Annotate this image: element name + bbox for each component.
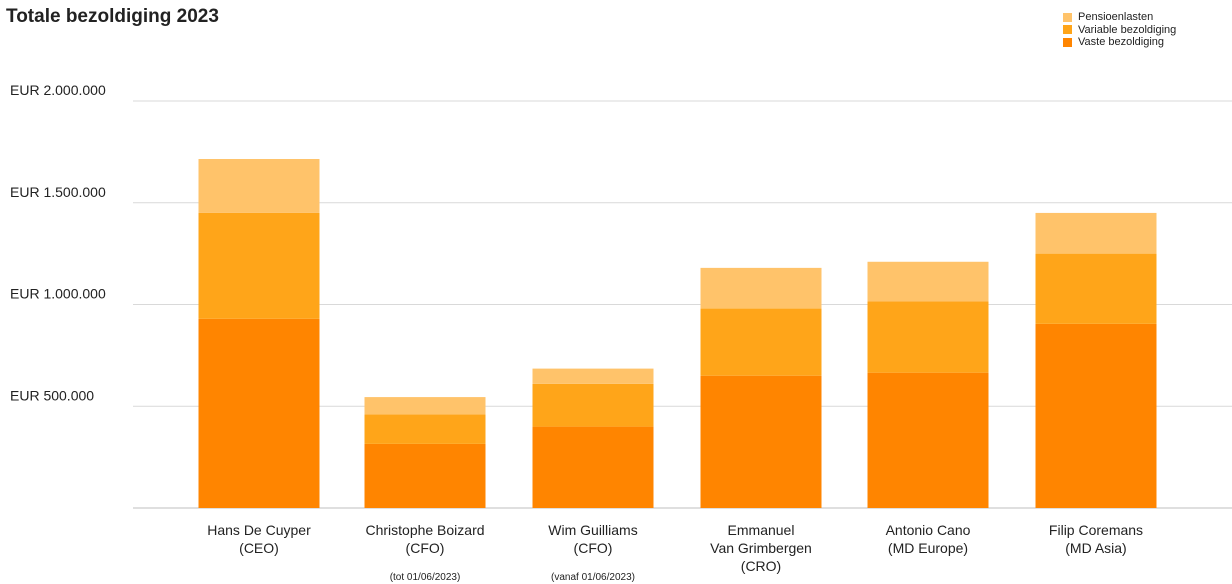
x-tick-label: Filip Coremans — [1049, 522, 1143, 538]
bar-segment — [700, 267, 822, 309]
x-tick-label: Van Grimbergen — [710, 540, 812, 556]
bar-segment — [532, 383, 654, 427]
legend-label: Pensioenlasten — [1078, 11, 1154, 24]
bar-segment — [1035, 323, 1157, 508]
x-tick-label: Wim Guilliams — [548, 522, 637, 538]
legend-label: Vaste bezoldiging — [1078, 36, 1165, 49]
bar-segment — [867, 372, 989, 508]
legend-item-variable-bezoldiging: Variable bezoldiging — [1063, 24, 1176, 37]
legend-swatch — [1063, 25, 1072, 35]
legend-swatch — [1063, 12, 1072, 22]
x-tick-note: (tot 01/06/2023) — [390, 572, 461, 583]
legend-item-pensioenlasten: Pensioenlasten — [1063, 11, 1176, 24]
legend-swatch — [1063, 37, 1072, 47]
bar-segment — [364, 397, 486, 415]
bar-segment — [700, 308, 822, 376]
x-tick-label: (CRO) — [741, 558, 781, 574]
legend-item-vaste-bezoldiging: Vaste bezoldiging — [1063, 36, 1176, 49]
bar-segment — [532, 426, 654, 508]
y-tick-label: EUR 1.000.000 — [10, 286, 106, 302]
chart-title: Totale bezoldiging 2023 — [6, 6, 219, 27]
bar-segment — [198, 158, 320, 213]
legend: Pensioenlasten Variable bezoldiging Vast… — [1063, 11, 1176, 49]
bar-segment — [867, 301, 989, 373]
bar-segment — [364, 443, 486, 508]
x-tick-label: Emmanuel — [728, 522, 795, 538]
x-tick-label: Antonio Cano — [886, 522, 971, 538]
x-tick-label: (MD Europe) — [888, 540, 968, 556]
y-tick-label: EUR 2.000.000 — [10, 82, 106, 98]
bar-segment — [1035, 212, 1157, 254]
bar-segment — [1035, 253, 1157, 324]
x-tick-label: Christophe Boizard — [365, 522, 484, 538]
bar-segment — [700, 375, 822, 508]
x-tick-label: Hans De Cuyper — [207, 522, 311, 538]
x-tick-note: (vanaf 01/06/2023) — [551, 572, 635, 583]
x-tick-label: (MD Asia) — [1065, 540, 1126, 556]
x-tick-label: (CEO) — [239, 540, 279, 556]
x-tick-label: (CFO) — [574, 540, 613, 556]
legend-label: Variable bezoldiging — [1078, 23, 1177, 36]
x-tick-label: (CFO) — [406, 540, 445, 556]
y-tick-label: EUR 500.000 — [10, 387, 94, 403]
bar-segment — [198, 212, 320, 319]
bar-segment — [532, 368, 654, 384]
y-tick-label: EUR 1.500.000 — [10, 184, 106, 200]
bar-segment — [364, 414, 486, 444]
bar-segment — [867, 261, 989, 302]
bar-segment — [198, 318, 320, 508]
